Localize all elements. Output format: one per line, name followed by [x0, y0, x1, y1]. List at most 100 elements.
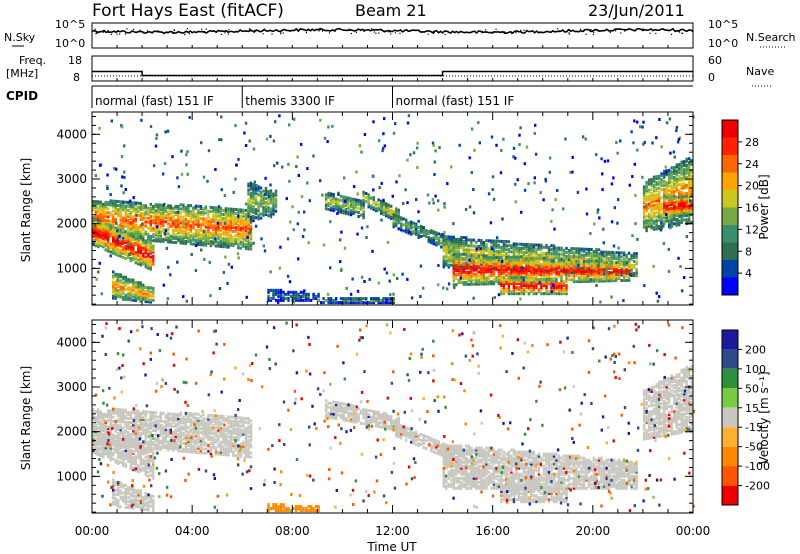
heatmap-cell: [502, 137, 505, 141]
heatmap-cell: [194, 212, 198, 216]
heatmap-cell: [515, 263, 518, 267]
heatmap-cell: [104, 213, 107, 216]
heatmap-cell: [555, 260, 558, 264]
heatmap-cell: [560, 274, 563, 278]
heatmap-cell: [597, 261, 601, 265]
heatmap-cell: [485, 243, 488, 247]
heatmap-cell: [535, 278, 538, 282]
heatmap-cell: [264, 205, 268, 208]
heatmap-cell: [97, 214, 100, 218]
heatmap-cell: [137, 297, 140, 301]
heatmap-cell: [307, 292, 310, 296]
heatmap-cell: [477, 252, 480, 256]
heatmap-cell: [390, 299, 393, 303]
heatmap-cell: [232, 236, 235, 239]
heatmap-cell: [590, 271, 593, 275]
heatmap-cell: [214, 210, 218, 214]
noise-search-point: [295, 28, 297, 30]
heatmap-cell: [142, 248, 145, 252]
heatmap-cell: [274, 197, 278, 201]
heatmap-cell: [487, 260, 491, 264]
heatmap-cell: [525, 259, 528, 263]
heatmap-cell: [124, 206, 127, 210]
heatmap-cell: [92, 413, 95, 417]
heatmap-cell: [229, 225, 233, 229]
heatmap-cell: [334, 201, 338, 205]
heatmap-cell: [547, 266, 551, 270]
heatmap-cell: [177, 205, 180, 209]
heatmap-cell: [122, 289, 125, 293]
heatmap-cell: [127, 282, 130, 286]
heatmap-cell: [660, 212, 663, 216]
heatmap-cell: [159, 213, 162, 217]
heatmap-cell: [302, 298, 305, 302]
heatmap-cell: [545, 284, 548, 288]
heatmap-cell: [580, 253, 583, 257]
heatmap-cell: [132, 215, 135, 219]
heatmap-cell: [642, 209, 646, 213]
heatmap-cell: [520, 276, 523, 280]
heatmap-cell: [552, 280, 556, 284]
heatmap-cell: [645, 229, 648, 233]
heatmap-cell: [472, 256, 475, 260]
heatmap-cell: [480, 263, 483, 267]
heatmap-cell: [104, 224, 107, 228]
noise-search-point: [334, 30, 336, 32]
heatmap-cell: [112, 231, 115, 235]
heatmap-cell: [214, 244, 218, 248]
heatmap-cell: [422, 232, 425, 235]
heatmap-cell: [204, 231, 208, 235]
heatmap-cell: [645, 223, 648, 227]
heatmap-cell: [685, 196, 688, 200]
heatmap-cell: [678, 219, 681, 223]
heatmap-cell: [112, 201, 115, 205]
heatmap-cell: [117, 233, 120, 237]
heatmap-cell: [167, 212, 170, 216]
heatmap-cell: [645, 215, 648, 219]
heatmap-cell: [660, 208, 663, 212]
heatmap-cell: [326, 140, 329, 144]
heatmap-cell: [585, 187, 588, 191]
heatmap-cell: [214, 234, 218, 238]
heatmap-cell: [440, 241, 443, 245]
heatmap-cell: [562, 262, 566, 266]
heatmap-cell: [452, 271, 455, 275]
heatmap-cell: [137, 205, 140, 209]
heatmap-cell: [152, 294, 155, 298]
heatmap-cell: [502, 271, 506, 275]
heatmap-cell: [119, 275, 122, 279]
heatmap-cell: [522, 252, 526, 256]
heatmap-cell: [507, 255, 511, 259]
heatmap-cell: [224, 225, 228, 229]
heatmap-cell: [223, 194, 227, 197]
heatmap-cell: [94, 442, 97, 446]
heatmap-cell: [495, 243, 498, 247]
heatmap-cell: [219, 212, 223, 216]
heatmap-cell: [683, 182, 686, 186]
heatmap-cell: [489, 221, 493, 225]
heatmap-cell: [492, 245, 496, 249]
heatmap-cell: [157, 235, 160, 239]
heatmap-cell: [94, 232, 97, 235]
heatmap-cell: [678, 177, 681, 181]
heatmap-cell: [492, 239, 496, 243]
heatmap-cell: [487, 266, 491, 270]
heatmap-cell: [97, 210, 100, 214]
heatmap-cell: [244, 233, 248, 236]
heatmap-cell: [657, 196, 661, 200]
heatmap-cell: [122, 236, 125, 240]
heatmap-cell: [680, 186, 683, 190]
heatmap-cell: [356, 232, 359, 236]
heatmap-cell: [605, 268, 608, 272]
heatmap-cell: [227, 235, 230, 239]
heatmap-cell: [122, 275, 125, 279]
heatmap-cell: [167, 240, 170, 244]
freq-panel: Freq. [MHz] 18 8 60 0 Nave: [6, 54, 774, 87]
heatmap-cell: [272, 198, 275, 202]
heatmap-cell: [147, 300, 150, 304]
heatmap-cell: [109, 201, 112, 205]
heatmap-cell: [204, 233, 208, 237]
heatmap-cell: [507, 276, 511, 280]
heatmap-cell: [182, 295, 185, 299]
heatmap-cell: [370, 196, 373, 200]
